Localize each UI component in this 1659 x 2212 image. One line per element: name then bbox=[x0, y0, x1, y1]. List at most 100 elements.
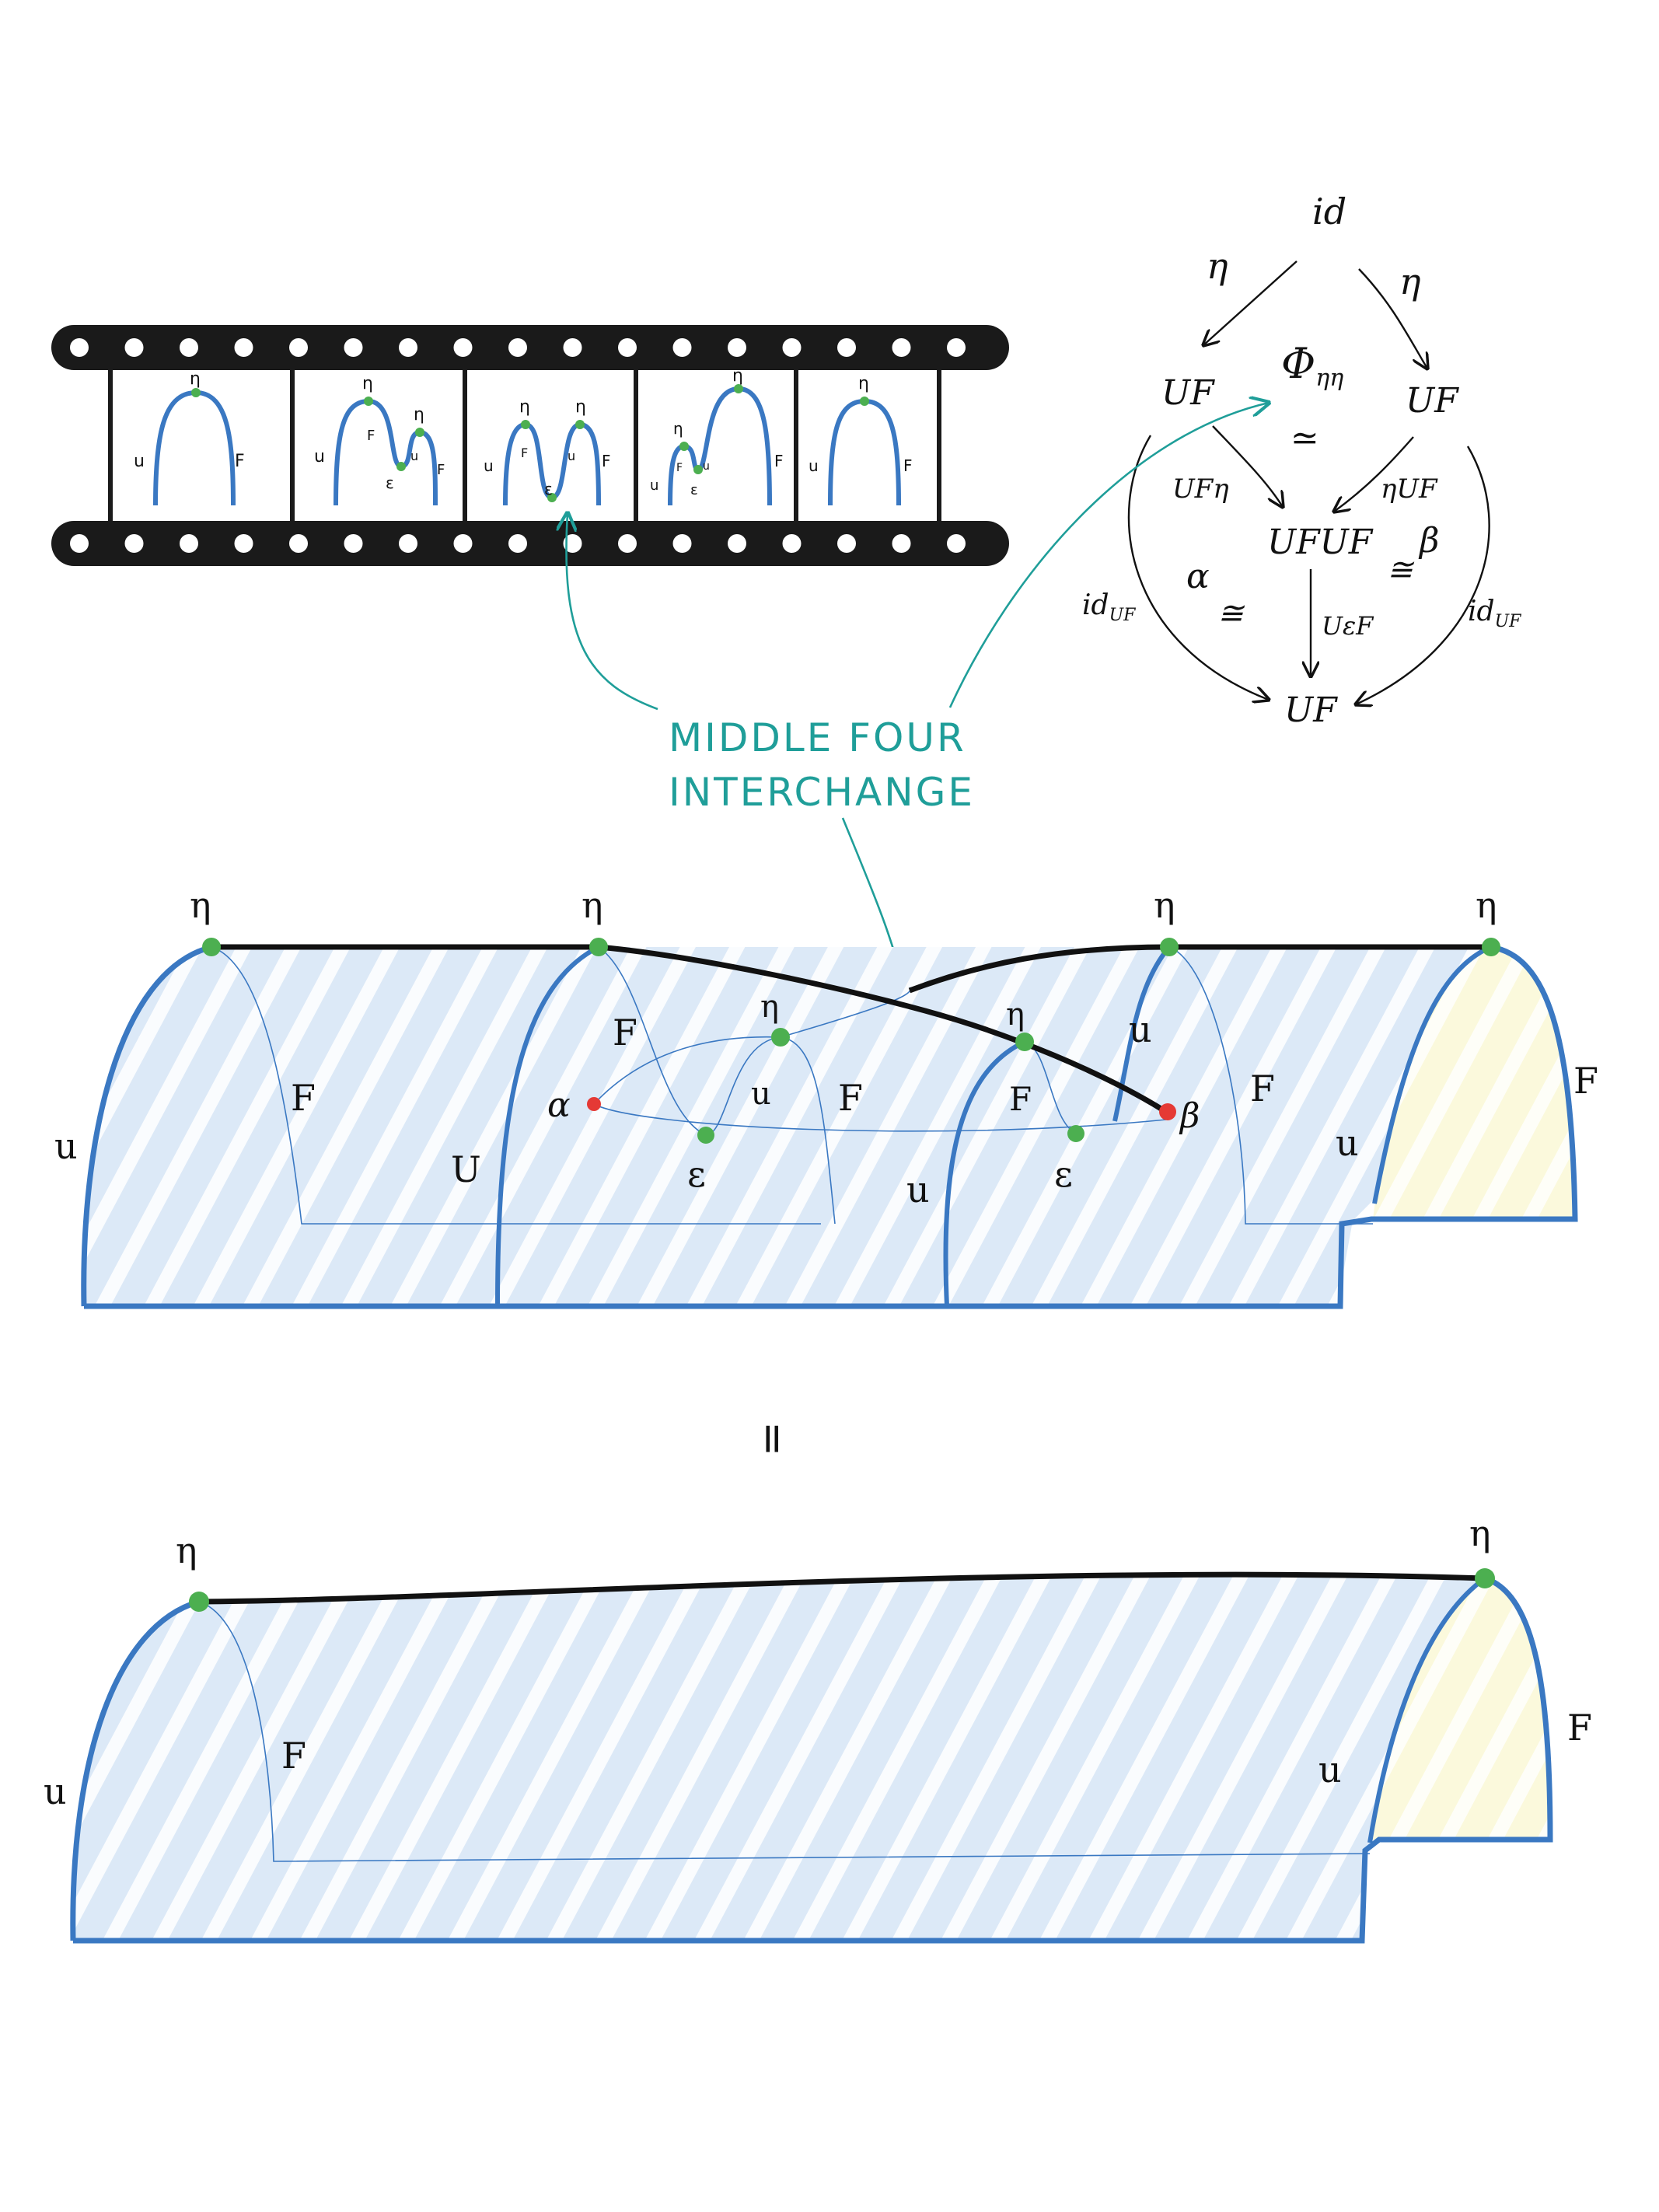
sprocket-hole bbox=[453, 534, 473, 553]
label-etauf: ηUF bbox=[1381, 474, 1438, 505]
middle-four-annotation: MIDDLE FOUR INTERCHANGE bbox=[566, 403, 1269, 987]
eta-dot bbox=[1015, 1033, 1034, 1051]
arrow-id-right bbox=[1356, 446, 1490, 704]
label-eta-left: η bbox=[1207, 245, 1228, 287]
f-label: F bbox=[1567, 1707, 1592, 1749]
eta-label: η bbox=[582, 884, 603, 926]
sprocket-hole bbox=[399, 338, 417, 357]
arrow-ufeta bbox=[1212, 425, 1283, 507]
sprocket-hole bbox=[837, 338, 856, 357]
f-label: F bbox=[1573, 1060, 1598, 1102]
sprocket-hole bbox=[728, 534, 746, 553]
annotation-line-2: INTERCHANGE bbox=[669, 770, 975, 815]
u-label: U bbox=[451, 1148, 481, 1190]
f-label: F bbox=[291, 1077, 316, 1119]
label-id-left: idUF bbox=[1082, 589, 1136, 625]
epsilon-label: ε bbox=[687, 1153, 706, 1195]
surface-outline-blue bbox=[81, 944, 212, 1307]
beta-label: β bbox=[1179, 1096, 1200, 1136]
eta-string-upper bbox=[211, 944, 1168, 1114]
arrow-eta-left bbox=[1203, 260, 1298, 345]
label-uepsf: UεF bbox=[1322, 611, 1374, 641]
film-sprocket-holes-bottom bbox=[70, 534, 966, 553]
cup-string bbox=[153, 390, 236, 506]
f-label: F bbox=[774, 452, 784, 470]
eta-dot bbox=[734, 384, 743, 393]
u-label: u bbox=[906, 1169, 930, 1211]
sprocket-hole bbox=[399, 534, 417, 553]
sprocket-hole bbox=[563, 534, 582, 553]
node-uf-right: UF bbox=[1406, 381, 1459, 421]
arrow-to-film-frame bbox=[566, 513, 658, 711]
surface-u-sheet-3 bbox=[943, 1040, 1026, 1307]
eta-label: η bbox=[176, 1529, 197, 1571]
eta-label: η bbox=[575, 397, 586, 417]
eta-dot bbox=[1475, 1568, 1495, 1588]
f-label: F bbox=[521, 446, 528, 460]
f-label: F bbox=[676, 462, 683, 474]
film-frame-2: η η u F u F ε bbox=[314, 374, 445, 506]
u-label: u bbox=[1336, 1122, 1359, 1164]
snake-string-mirror bbox=[668, 386, 772, 506]
sprocket-hole bbox=[508, 338, 527, 357]
surface-u-sheet-2 bbox=[495, 945, 600, 1307]
cup-string bbox=[828, 398, 901, 506]
arrow-to-phi bbox=[948, 403, 1269, 708]
u-label: u bbox=[568, 449, 575, 463]
eta-dot bbox=[191, 388, 201, 397]
sprocket-hole bbox=[672, 534, 692, 553]
sprocket-hole bbox=[947, 338, 966, 357]
epsilon-label: ε bbox=[690, 482, 698, 498]
top-surface-diagram: η η η η η η u U u u u u F F F F F F ε ε … bbox=[54, 884, 1598, 1309]
u-label: u bbox=[314, 447, 325, 467]
eta-label: η bbox=[858, 374, 869, 393]
eta-dot bbox=[364, 397, 373, 406]
sprocket-hole bbox=[508, 534, 527, 553]
epsilon-label: ε bbox=[1054, 1153, 1073, 1195]
sprocket-hole bbox=[782, 534, 802, 553]
f-label: F bbox=[281, 1735, 306, 1777]
surface-body bbox=[72, 1574, 1485, 1941]
film-frame-5: η u F bbox=[809, 374, 913, 506]
alpha-dot bbox=[587, 1097, 601, 1111]
film-bottom-bar bbox=[51, 521, 1009, 566]
eta-dot bbox=[589, 938, 608, 956]
eta-label: η bbox=[1006, 997, 1025, 1033]
f-label: F bbox=[367, 428, 375, 444]
eta-label: η bbox=[414, 405, 424, 425]
u-label: u bbox=[1318, 1749, 1342, 1791]
eta-label: η bbox=[1469, 1512, 1491, 1554]
f-label: F bbox=[1009, 1080, 1032, 1118]
u-label: u bbox=[703, 460, 710, 473]
eta-dot bbox=[521, 420, 530, 429]
f-sheet-line bbox=[211, 946, 821, 1225]
epsilon-dot bbox=[547, 493, 557, 502]
eta-string-crossing bbox=[908, 944, 1491, 994]
arrow-id-left bbox=[1127, 435, 1269, 700]
sprocket-hole bbox=[782, 338, 802, 357]
sprocket-hole bbox=[70, 534, 89, 553]
f-label: F bbox=[903, 456, 913, 475]
eta-label: η bbox=[760, 989, 779, 1025]
node-uf-left: UF bbox=[1161, 373, 1215, 413]
eta-dot bbox=[860, 397, 869, 406]
annotation-line-1: MIDDLE FOUR bbox=[669, 715, 966, 760]
alpha-beta-ellipse-bottom bbox=[593, 1103, 1167, 1132]
surface-bottom-edge bbox=[73, 1575, 1553, 1944]
sprocket-hole bbox=[234, 534, 253, 553]
beta-dot bbox=[1159, 1103, 1176, 1120]
film-strip: η u F η η u F u F ε η η u F bbox=[51, 325, 1009, 566]
phi-symbol: Φηη bbox=[1281, 339, 1343, 392]
eta-label: η bbox=[519, 397, 530, 417]
sprocket-hole bbox=[892, 338, 911, 357]
eta-dot bbox=[575, 420, 585, 429]
iso-beta: ≅ bbox=[1387, 552, 1415, 588]
eta-dot bbox=[1160, 938, 1179, 956]
epsilon-label: ε bbox=[386, 474, 394, 492]
f-label: F bbox=[602, 452, 611, 470]
sprocket-hole bbox=[947, 534, 966, 553]
sprocket-hole bbox=[344, 338, 363, 357]
u-label: u bbox=[650, 477, 658, 494]
node-ufuf: UFUF bbox=[1267, 522, 1374, 562]
